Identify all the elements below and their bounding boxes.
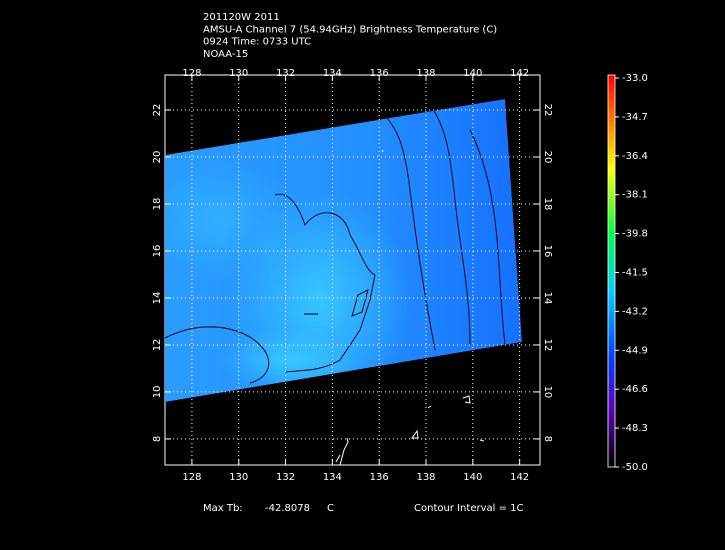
lat-tick-label-left: 16: [152, 245, 163, 258]
lat-tick-label-right: 22: [542, 104, 553, 117]
lat-tick-label-right: 14: [542, 292, 553, 305]
lon-tick-label-top: 140: [463, 68, 482, 79]
title-line: AMSU-A Channel 7 (54.94GHz) Brightness T…: [203, 24, 497, 35]
lon-tick-label-top: 138: [416, 68, 435, 79]
title-line: 201120W 2011: [203, 12, 280, 23]
lon-tick-label-top: 142: [510, 68, 529, 79]
swath: [165, 99, 522, 402]
colorbar-tick-label: -41.5: [622, 268, 648, 279]
colorbar-tick-label: -33.0: [622, 73, 648, 84]
lon-tick-label-bottom: 128: [182, 472, 201, 483]
lat-tick-label-right: 12: [542, 339, 553, 352]
lat-tick-label-right: 20: [542, 151, 553, 164]
lon-tick-label-top: 132: [276, 68, 295, 79]
max-unit: C: [327, 503, 334, 514]
lon-tick-label-top: 134: [323, 68, 342, 79]
contour-interval: Contour Interval = 1C: [414, 503, 524, 514]
colorbar: [607, 74, 616, 468]
lon-tick-label-top: 128: [182, 68, 201, 79]
colorbar-tick-label: -39.8: [622, 229, 648, 240]
lon-tick-label-bottom: 130: [229, 472, 248, 483]
lon-tick-label-bottom: 134: [323, 472, 342, 483]
lon-tick-label-bottom: 136: [370, 472, 389, 483]
lat-tick-label-right: 16: [542, 245, 553, 258]
colorbar-tick-label: -38.1: [622, 190, 648, 201]
lat-tick-label-right: 8: [542, 436, 553, 442]
colorbar-tick-label: -44.9: [622, 345, 648, 356]
title-line: 0924 Time: 0733 UTC: [203, 37, 311, 48]
lat-tick-label-left: 12: [152, 339, 163, 352]
colorbar-tick-label: -43.2: [622, 306, 648, 317]
lat-tick-label-left: 14: [152, 292, 163, 305]
colorbar-tick-label: -50.0: [622, 462, 648, 473]
lat-tick-label-left: 10: [152, 386, 163, 399]
lat-tick-label-right: 18: [542, 198, 553, 211]
lon-tick-label-top: 136: [370, 68, 389, 79]
colorbar-tick-label: -36.4: [622, 151, 648, 162]
lon-tick-label-bottom: 140: [463, 472, 482, 483]
lat-tick-label-left: 18: [152, 198, 163, 211]
colorbar-tick-label: -46.6: [622, 384, 648, 395]
max-value: -42.8078: [265, 503, 310, 514]
coastline: [335, 149, 485, 466]
axes: 1281281301301321321341341361361381381401…: [152, 68, 648, 483]
max-label: Max Tb:: [203, 503, 243, 514]
colorbar-tick-label: -48.3: [622, 423, 648, 434]
lon-tick-label-bottom: 142: [510, 472, 529, 483]
lat-tick-label-left: 20: [152, 151, 163, 164]
title-line: NOAA-15: [203, 49, 248, 60]
lon-tick-label-top: 130: [229, 68, 248, 79]
lat-tick-label-left: 22: [152, 104, 163, 117]
lat-tick-label-right: 10: [542, 386, 553, 399]
colorbar-tick-label: -34.7: [622, 112, 648, 123]
lon-tick-label-bottom: 132: [276, 472, 295, 483]
lon-tick-label-bottom: 138: [416, 472, 435, 483]
lat-tick-label-left: 8: [152, 436, 163, 442]
